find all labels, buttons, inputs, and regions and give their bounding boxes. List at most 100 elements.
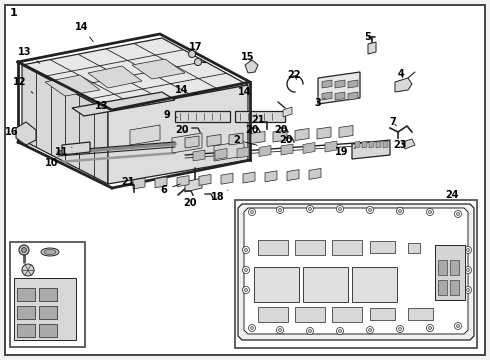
Polygon shape — [259, 145, 271, 157]
Bar — [258, 307, 288, 322]
Circle shape — [278, 328, 281, 332]
Text: 14: 14 — [75, 22, 93, 42]
Text: 7: 7 — [390, 117, 396, 127]
Bar — [450, 280, 459, 295]
Polygon shape — [348, 92, 358, 100]
Bar — [235, 200, 477, 348]
Circle shape — [307, 328, 314, 334]
Text: 16: 16 — [5, 127, 19, 137]
Circle shape — [248, 208, 255, 216]
Polygon shape — [185, 178, 202, 192]
Text: 2: 2 — [233, 135, 257, 145]
Polygon shape — [22, 38, 248, 111]
Bar — [17, 288, 35, 301]
Bar — [258, 240, 288, 255]
Polygon shape — [322, 80, 332, 88]
Polygon shape — [335, 92, 345, 100]
Polygon shape — [322, 92, 332, 100]
Circle shape — [245, 269, 247, 271]
Circle shape — [455, 211, 462, 217]
Circle shape — [189, 50, 196, 58]
Polygon shape — [245, 60, 258, 73]
Polygon shape — [369, 141, 374, 148]
Polygon shape — [273, 130, 287, 142]
Text: 9: 9 — [164, 110, 177, 120]
Polygon shape — [283, 107, 292, 117]
Text: 14: 14 — [238, 84, 252, 97]
Text: 21: 21 — [251, 115, 265, 125]
Circle shape — [339, 207, 342, 211]
Bar — [14, 278, 76, 340]
Polygon shape — [355, 141, 360, 148]
Text: 19: 19 — [335, 147, 355, 157]
Text: 23: 23 — [393, 140, 407, 150]
Polygon shape — [185, 136, 199, 148]
Polygon shape — [402, 139, 415, 149]
Text: 1: 1 — [10, 8, 18, 18]
Circle shape — [396, 207, 403, 215]
Ellipse shape — [41, 248, 59, 256]
Circle shape — [466, 269, 469, 271]
Text: 4: 4 — [397, 69, 404, 79]
Circle shape — [428, 327, 432, 329]
Circle shape — [398, 328, 401, 330]
Circle shape — [245, 288, 247, 292]
Circle shape — [465, 266, 471, 274]
Circle shape — [465, 247, 471, 253]
Circle shape — [243, 287, 249, 293]
Polygon shape — [295, 129, 309, 140]
Circle shape — [243, 266, 249, 274]
Circle shape — [466, 248, 469, 252]
Circle shape — [466, 288, 469, 292]
Circle shape — [457, 324, 460, 328]
Text: 13: 13 — [18, 47, 40, 63]
Polygon shape — [133, 178, 145, 189]
Circle shape — [367, 207, 373, 213]
Bar — [408, 308, 433, 320]
Bar — [438, 280, 447, 295]
Polygon shape — [108, 85, 248, 184]
Polygon shape — [244, 208, 468, 334]
Text: 17: 17 — [189, 42, 203, 52]
Polygon shape — [395, 78, 412, 92]
Polygon shape — [88, 66, 142, 88]
Polygon shape — [383, 141, 388, 148]
Polygon shape — [238, 204, 474, 340]
Polygon shape — [237, 147, 249, 158]
Bar — [175, 111, 230, 122]
Bar — [254, 267, 299, 302]
Circle shape — [455, 323, 462, 329]
Polygon shape — [62, 142, 90, 155]
Text: 10: 10 — [45, 154, 66, 168]
Circle shape — [248, 324, 255, 332]
Polygon shape — [172, 133, 202, 153]
Bar — [303, 267, 348, 302]
Text: 18: 18 — [211, 190, 228, 202]
Polygon shape — [221, 173, 233, 184]
Text: 6: 6 — [161, 184, 180, 195]
Polygon shape — [251, 131, 265, 144]
Polygon shape — [177, 176, 189, 186]
Polygon shape — [193, 150, 205, 161]
Polygon shape — [155, 177, 167, 188]
Circle shape — [245, 248, 247, 252]
Circle shape — [22, 248, 26, 252]
Bar — [39, 288, 57, 301]
Polygon shape — [22, 65, 108, 184]
Text: 11: 11 — [55, 147, 72, 157]
Polygon shape — [214, 141, 244, 161]
Polygon shape — [229, 133, 243, 145]
Circle shape — [309, 329, 312, 333]
Circle shape — [337, 206, 343, 212]
Polygon shape — [215, 149, 227, 159]
Text: 24: 24 — [445, 190, 459, 200]
Polygon shape — [287, 170, 299, 181]
Polygon shape — [376, 141, 381, 148]
Text: 22: 22 — [287, 70, 301, 80]
Circle shape — [368, 328, 371, 332]
Polygon shape — [243, 172, 255, 183]
Circle shape — [276, 327, 284, 333]
Bar — [39, 324, 57, 337]
Polygon shape — [318, 72, 360, 104]
Circle shape — [276, 207, 284, 213]
